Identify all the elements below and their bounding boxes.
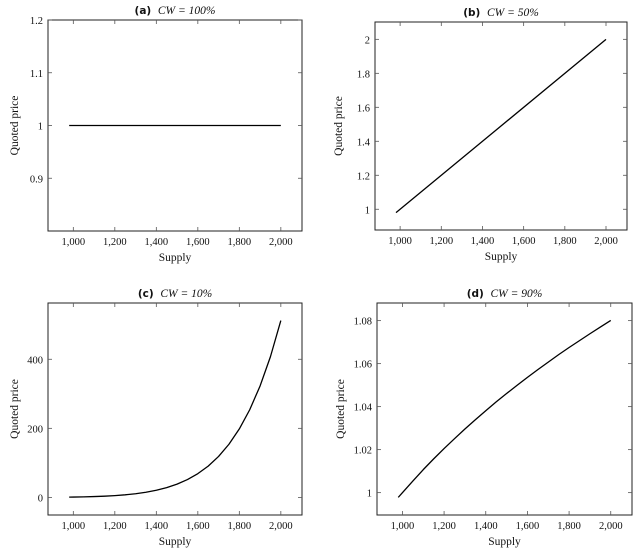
- y-axis-label: Quoted price: [335, 379, 347, 439]
- subplot-c: (c) CW = 10% 1,000 1,200 1,400 1,600 1,800 2,0…: [9, 288, 303, 548]
- title-prefix: (c): [138, 288, 157, 300]
- x-tick-label: 1,000: [62, 237, 86, 248]
- x-tick-label: 1,800: [553, 236, 577, 247]
- y-tick-label: 400: [27, 355, 43, 366]
- x-tick-label: 1,000: [391, 521, 415, 532]
- plot-frame: [376, 302, 633, 516]
- x-tick-label: 1,600: [516, 521, 540, 532]
- y-tick-label: 1.1: [30, 69, 43, 80]
- y-tick-label: 1.6: [357, 103, 370, 114]
- x-tick-label: 1,800: [228, 237, 252, 248]
- x-tick-label: 1,200: [429, 236, 453, 247]
- y-tick-label: 1: [38, 122, 43, 133]
- x-tick-label: 1,400: [145, 521, 169, 532]
- title-prefix: (b): [463, 7, 484, 19]
- y-tick-label: 1: [367, 489, 372, 500]
- y-tick-label: 0.9: [30, 174, 43, 185]
- y-tick-label: 1.02: [354, 446, 372, 457]
- x-tick-label: 1,400: [471, 236, 495, 247]
- y-tick-label: 0: [38, 493, 43, 504]
- title-prefix: (d): [467, 288, 488, 300]
- subplot-title: (b) CW = 50%: [463, 7, 539, 19]
- x-tick-label: 1,000: [388, 236, 412, 247]
- plot-frame: [374, 21, 628, 231]
- subplot-a: (a) CW = 100% 1,000 1,200 1,400 1,600 1,800 2,…: [9, 5, 303, 264]
- subplot-title: (d) CW = 90%: [467, 288, 543, 300]
- y-axis-label: Quoted price: [9, 96, 21, 156]
- x-tick-label: 1,400: [474, 521, 498, 532]
- subplot-d: (d) CW = 90% 1,000 1,200 1,400 1,600 1,800 2,0…: [335, 288, 633, 548]
- y-tick-label: 1.4: [357, 137, 371, 148]
- x-axis-label: Supply: [485, 251, 518, 263]
- y-tick-label: 1.2: [357, 171, 370, 182]
- subplot-title: (c) CW = 10%: [138, 288, 212, 300]
- y-tick-label: 1.04: [354, 403, 373, 414]
- x-tick-label: 1,600: [186, 237, 210, 248]
- y-tick-label: 1.08: [354, 317, 372, 328]
- x-tick-label: 1,600: [186, 521, 210, 532]
- x-tick-label: 1,200: [103, 521, 127, 532]
- x-tick-label: 1,000: [62, 521, 86, 532]
- x-tick-label: 2,000: [599, 521, 623, 532]
- y-tick-label: 1: [365, 205, 370, 216]
- x-tick-label: 1,800: [557, 521, 581, 532]
- y-tick-label: 2: [365, 35, 370, 46]
- x-tick-label: 1,200: [103, 237, 127, 248]
- x-tick-label: 2,000: [269, 521, 293, 532]
- plot-frame: [47, 302, 303, 516]
- title-math: CW = 10%: [160, 288, 212, 300]
- y-tick-label: 1.06: [354, 360, 372, 371]
- title-math: CW = 90%: [490, 288, 542, 300]
- x-tick-label: 1,800: [228, 521, 252, 532]
- title-math: CW = 100%: [158, 5, 216, 17]
- subplot-title: (a) CW = 100%: [135, 5, 216, 17]
- subplot-b: (b) CW = 50% 1,000 1,200 1,400 1,600 1,800 2,0…: [333, 7, 628, 263]
- x-tick-label: 1,600: [512, 236, 536, 247]
- y-axis-label: Quoted price: [9, 379, 21, 439]
- x-axis-label: Supply: [159, 536, 192, 548]
- x-tick-label: 2,000: [269, 237, 293, 248]
- title-prefix: (a): [135, 5, 155, 17]
- x-tick-label: 1,400: [145, 237, 169, 248]
- series-line: [69, 320, 282, 498]
- series-line: [397, 319, 612, 498]
- y-tick-label: 1.8: [357, 69, 370, 80]
- y-axis-label: Quoted price: [333, 96, 345, 156]
- x-tick-label: 1,200: [432, 521, 456, 532]
- y-tick-label: 200: [27, 424, 43, 435]
- title-math: CW = 50%: [487, 7, 539, 19]
- x-tick-label: 2,000: [594, 236, 618, 247]
- series-line: [395, 38, 607, 214]
- x-axis-label: Supply: [488, 536, 521, 548]
- x-axis-label: Supply: [159, 252, 192, 264]
- y-tick-label: 1.2: [30, 16, 43, 27]
